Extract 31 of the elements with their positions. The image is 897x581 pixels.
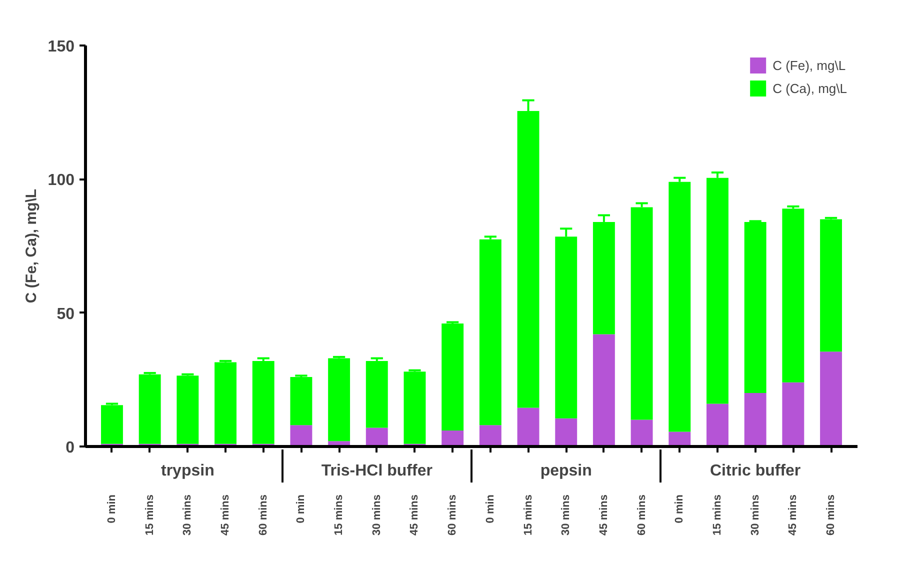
x-tick-label: 30 mins	[370, 494, 383, 536]
x-tick-label: 45 mins	[408, 494, 421, 536]
x-tick-label: 0 min	[484, 494, 496, 524]
y-tick-label: 100	[48, 172, 75, 190]
x-tick-label: 0 min	[106, 494, 118, 524]
x-tick-label: 0 min	[674, 494, 686, 524]
y-tick-label: 50	[56, 306, 75, 323]
x-tick-label: 15 mins	[333, 494, 346, 536]
legend-label: C (Ca), mg\L	[772, 80, 847, 96]
x-tick-label: 60 mins	[257, 494, 270, 536]
x-tick-label: 15 mins	[711, 494, 724, 536]
x-tick-label: 60 mins	[446, 494, 459, 536]
text: pepsin	[540, 462, 592, 480]
x-tick-label: 45 mins	[220, 494, 232, 536]
x-tick-label: 0 min	[295, 494, 308, 524]
legend-label: C (Fe), mg\L	[772, 58, 846, 72]
text: trypsin	[161, 462, 214, 480]
text: Citric buffer	[710, 462, 801, 480]
y-axis-title: C (Fe, Ca), mg\L	[22, 188, 40, 304]
text: Tris-HCl buffer	[321, 462, 432, 480]
x-tick-label: 15 mins	[144, 494, 156, 536]
y-tick-label: 150	[48, 38, 75, 56]
x-tick-label: 60 mins	[636, 494, 648, 536]
y-tick-label: 0	[66, 440, 75, 456]
x-tick-label: 15 mins	[522, 494, 534, 536]
x-tick-label: 45 mins	[598, 494, 610, 536]
x-tick-label: 60 mins	[825, 494, 838, 536]
x-tick-label: 45 mins	[787, 494, 800, 536]
x-tick-label: 30 mins	[749, 494, 762, 536]
x-tick-label: 30 mins	[182, 494, 194, 536]
x-tick-label: 30 mins	[560, 494, 572, 536]
